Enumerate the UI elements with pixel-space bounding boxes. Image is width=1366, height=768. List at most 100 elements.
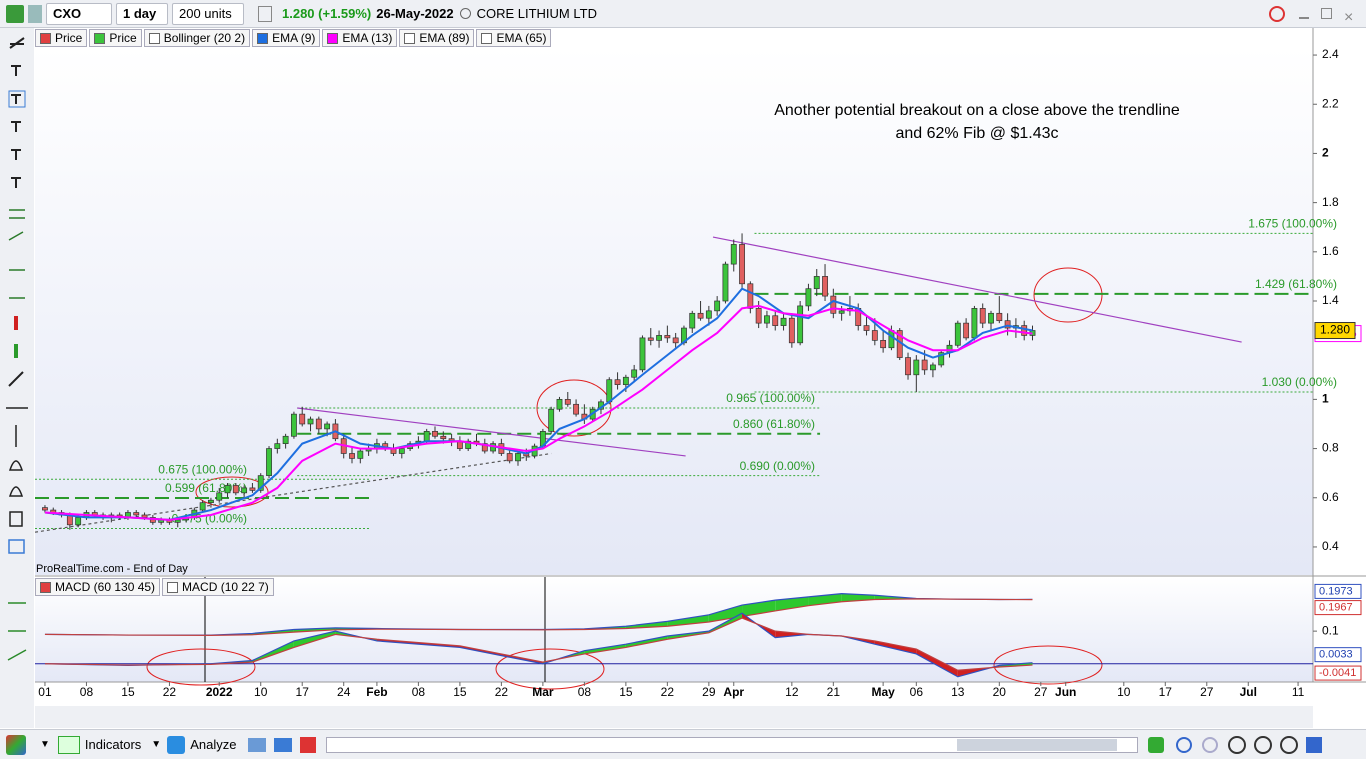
- indicators-button[interactable]: Indicators: [84, 737, 142, 752]
- x-tick-label: 08: [412, 685, 426, 699]
- candle-body: [614, 379, 621, 385]
- candle-body: [423, 431, 430, 442]
- x-tick-label: 22: [163, 685, 177, 699]
- candle-body: [971, 308, 978, 339]
- legend-item[interactable]: EMA (65): [476, 29, 552, 47]
- quote-date: 26-May-2022: [376, 6, 454, 21]
- candle-body: [174, 519, 181, 523]
- x-tick-label: 24: [337, 685, 351, 699]
- candle-body: [639, 337, 646, 371]
- x-tick-label: 22: [661, 685, 675, 699]
- scrollbar[interactable]: [326, 736, 1139, 753]
- ellipse: [495, 648, 605, 690]
- candle-body: [232, 485, 239, 494]
- dropdown[interactable]: ▼: [151, 739, 162, 750]
- tool-icon[interactable]: [274, 737, 293, 752]
- x-tick-label: Apr: [723, 685, 744, 699]
- candle-body: [905, 357, 911, 376]
- candle-body: [739, 244, 745, 285]
- candle-body: [75, 517, 82, 526]
- radio[interactable]: [459, 8, 471, 19]
- legend-item[interactable]: Bollinger (20 2): [143, 29, 251, 47]
- macd-legend: MACD (60 130 45) MACD (10 22 7): [35, 578, 276, 596]
- zoom-out[interactable]: [1254, 735, 1273, 754]
- candle-body: [432, 431, 438, 437]
- zoom[interactable]: [1228, 735, 1247, 754]
- tool-icon[interactable]: [1306, 736, 1323, 753]
- app-icon[interactable]: [6, 4, 24, 23]
- analyze-button[interactable]: Analyze: [190, 737, 237, 752]
- candle-body: [208, 499, 214, 504]
- x-tick-label: 12: [785, 685, 799, 699]
- minimize[interactable]: [1299, 9, 1309, 19]
- x-tick-label: 17: [296, 685, 310, 699]
- candle-body: [780, 317, 787, 326]
- x-tick-label: 13: [951, 685, 965, 699]
- tool-icon[interactable]: [1148, 736, 1165, 753]
- candle-body: [714, 300, 721, 312]
- macd-fill: [293, 631, 336, 648]
- tool-icon[interactable]: [248, 737, 267, 752]
- candle-body: [921, 359, 928, 371]
- candle-body: [697, 312, 704, 319]
- legend-item[interactable]: EMA (13): [322, 29, 398, 47]
- period-select[interactable]: 1 day: [116, 2, 168, 25]
- macd-tag-label: -0.0041: [1319, 667, 1356, 679]
- legend-item[interactable]: EMA (9): [252, 29, 321, 47]
- sync-icon[interactable]: [1269, 5, 1285, 22]
- candle-body: [573, 403, 579, 415]
- fib-label: 1.429 (61.80%): [1255, 277, 1337, 291]
- y-tick-label: 0.4: [1322, 539, 1339, 553]
- icon: [6, 407, 28, 497]
- maximize[interactable]: [1321, 8, 1332, 19]
- candle-body: [871, 330, 878, 341]
- fib-label: 0.690 (0.00%): [740, 459, 815, 473]
- icon: [11, 121, 21, 188]
- x-tick-label: 15: [453, 685, 467, 699]
- lock-icon[interactable]: [28, 4, 42, 23]
- legend-label: Price: [55, 31, 83, 45]
- close[interactable]: ×: [1344, 8, 1354, 26]
- x-tick-label: 21: [827, 685, 841, 699]
- x-tick-label: Jun: [1055, 685, 1076, 699]
- candle-body: [398, 448, 405, 454]
- candle-body: [880, 340, 887, 349]
- candle-body: [722, 263, 729, 302]
- candle-body: [606, 379, 613, 403]
- candle-body: [954, 322, 961, 346]
- x-tick-label: Mar: [532, 685, 554, 699]
- legend-label: EMA (13): [342, 31, 393, 45]
- draw-icon[interactable]: [6, 734, 26, 755]
- x-tick-label: 22: [495, 685, 509, 699]
- indicators-icon[interactable]: [57, 735, 80, 754]
- candle-body: [730, 244, 737, 265]
- zoom-in[interactable]: [1280, 735, 1299, 754]
- candle-body: [664, 335, 671, 339]
- legend-item[interactable]: EMA (89): [399, 29, 475, 47]
- candle-body: [506, 453, 513, 462]
- info-icon[interactable]: [258, 5, 272, 22]
- tool-icon[interactable]: [300, 736, 317, 753]
- legend-item[interactable]: Price: [89, 29, 142, 47]
- macd-signal: [44, 598, 1033, 636]
- legend-item[interactable]: Price: [35, 29, 88, 47]
- macd-fill: [916, 649, 958, 677]
- candle-body: [631, 369, 638, 378]
- fib-label: 0.860 (61.80%): [733, 417, 815, 431]
- undo[interactable]: [1176, 736, 1193, 753]
- redo[interactable]: [1202, 736, 1219, 753]
- units-select[interactable]: 200 units: [172, 2, 244, 25]
- candle-body: [1021, 325, 1028, 336]
- dropdown[interactable]: ▼: [40, 739, 50, 750]
- candle-body: [764, 315, 770, 324]
- symbol-select[interactable]: CXO: [46, 2, 112, 25]
- annotation: Another potential breakout on a close ab…: [774, 102, 1180, 119]
- tool-icons: [6, 37, 28, 661]
- icon: [11, 65, 21, 76]
- share-icon[interactable]: [167, 735, 186, 754]
- icon: [8, 209, 25, 299]
- candle-body: [290, 413, 297, 437]
- x-tick-label: 08: [80, 685, 94, 699]
- scroll-thumb[interactable]: [957, 738, 1118, 751]
